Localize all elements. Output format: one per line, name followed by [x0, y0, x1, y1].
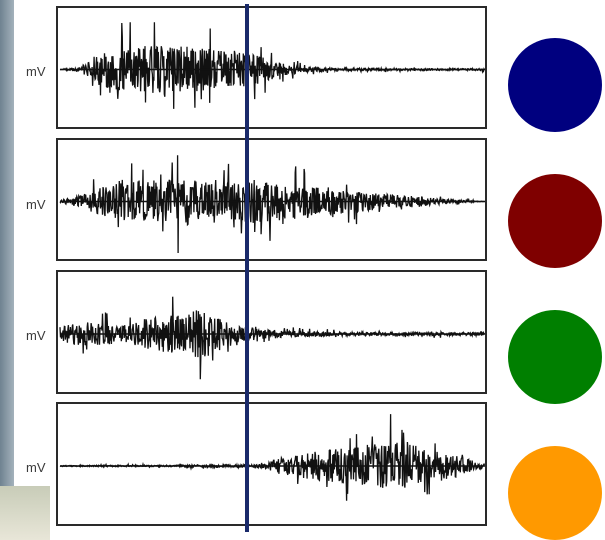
- channel-3-color-circle: [508, 310, 602, 404]
- channel-2-color-circle: [508, 174, 602, 268]
- channel-4-waveform: [59, 414, 485, 501]
- ylabel-channel-4: mV: [26, 460, 46, 475]
- channel-1-trace: [59, 22, 485, 109]
- left-decorative-fade: [0, 486, 50, 540]
- channel-2-waveform: [59, 155, 485, 254]
- channel-4-panel: [56, 402, 487, 526]
- event-marker-line: [245, 4, 249, 532]
- channel-2-panel: [56, 138, 487, 261]
- ylabel-channel-3: mV: [26, 328, 46, 343]
- ylabel-channel-1: mV: [26, 64, 46, 79]
- channel-4-trace: [59, 414, 485, 501]
- channel-2-trace: [59, 155, 485, 254]
- ylabel-channel-2: mV: [26, 197, 46, 212]
- channel-3-trace: [59, 296, 485, 380]
- left-decorative-bar: [0, 0, 14, 486]
- channel-3-panel: [56, 270, 487, 394]
- channel-1-waveform: [59, 22, 485, 109]
- channel-4-color-circle: [508, 446, 602, 540]
- channel-1-panel: [56, 6, 487, 129]
- channel-1-color-circle: [508, 38, 602, 132]
- channel-3-waveform: [59, 296, 485, 380]
